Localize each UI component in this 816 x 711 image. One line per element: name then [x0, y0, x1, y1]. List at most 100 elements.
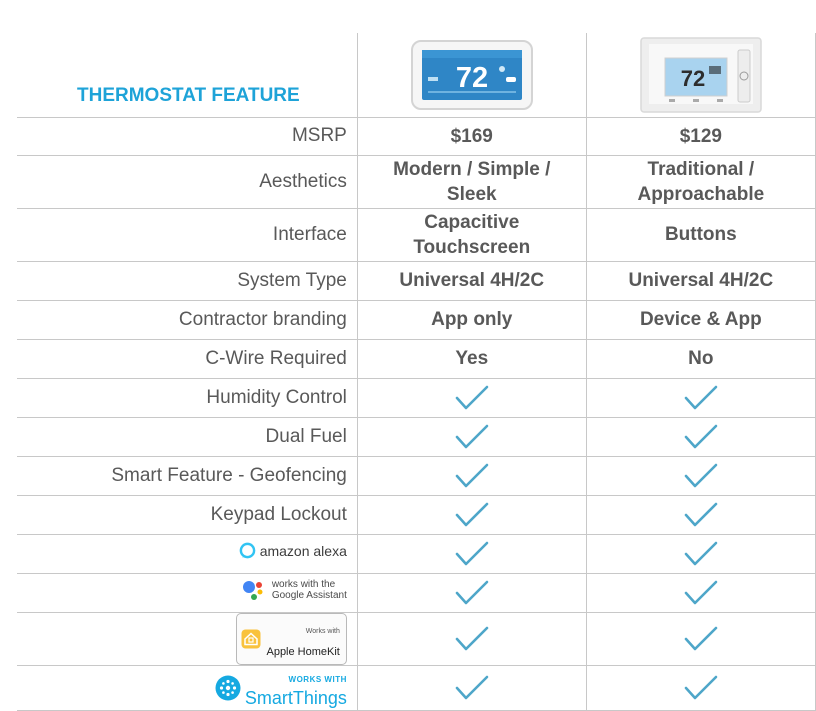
check-icon [455, 385, 489, 409]
product-b-value: $129 [585, 117, 816, 156]
homekit-badge: Works with Apple HomeKit [236, 612, 347, 665]
product-a-value [356, 665, 587, 711]
check-icon [684, 385, 718, 409]
google-line2: Google Assistant [271, 589, 347, 601]
product-b-value: No [585, 339, 816, 379]
check-icon [684, 626, 718, 650]
header-row: THERMOSTAT FEATURE 72 72 [17, 33, 816, 118]
table-row: Interface Capacitive Touchscreen Buttons [17, 208, 816, 262]
row-label: MSRP [17, 117, 358, 156]
product-b-value [585, 573, 816, 613]
check-icon [684, 424, 718, 448]
feature-column-header: THERMOSTAT FEATURE [17, 33, 358, 118]
value-line: Touchscreen [413, 236, 531, 258]
row-label: Dual Fuel [17, 417, 358, 457]
product-a-value: Universal 4H/2C [356, 261, 587, 301]
check-icon [684, 675, 718, 699]
product-a-value: Capacitive Touchscreen [356, 208, 587, 262]
check-icon [684, 502, 718, 526]
alexa-ring-icon [239, 542, 256, 559]
check-icon [455, 626, 489, 650]
product-a-value [356, 495, 587, 535]
homekit-small-text: Works with [305, 627, 340, 635]
product-b-value: Traditional / Approachable [585, 155, 816, 209]
table-row: Dual Fuel [17, 417, 816, 457]
product-b-image-cell: 72 [585, 33, 816, 118]
check-icon [684, 463, 718, 487]
table-row: MSRP $169 $129 [17, 117, 816, 156]
product-a-image-cell: 72 [356, 33, 587, 118]
smartthings-small-text: WORKS WITH [288, 674, 347, 684]
value-line: Capacitive [424, 211, 520, 233]
google-line1: works with the [271, 578, 336, 590]
google-assistant-label: works with the Google Assistant [272, 579, 347, 601]
product-b-display-temp: 72 [681, 66, 705, 91]
table-row: Humidity Control [17, 378, 816, 418]
table-row: Keypad Lockout [17, 495, 816, 535]
product-b-value: Device & App [585, 300, 816, 340]
homekit-text: Works with Apple HomeKit [266, 617, 339, 661]
check-icon [455, 463, 489, 487]
google-assistant-logo-cell: works with the Google Assistant [17, 573, 358, 613]
check-icon [455, 424, 489, 448]
alexa-label: amazon alexa [259, 542, 347, 559]
product-a-value [356, 417, 587, 457]
table-row: Contractor branding App only Device & Ap… [17, 300, 816, 340]
value-line: Approachable [637, 183, 765, 205]
check-icon [455, 541, 489, 565]
table-row: works with the Google Assistant [17, 573, 816, 613]
table-row: Smart Feature - Geofencing [17, 456, 816, 496]
product-a-value: App only [356, 300, 587, 340]
product-a-value [356, 573, 587, 613]
product-a-value: Yes [356, 339, 587, 379]
google-assistant-dots-icon [242, 580, 263, 600]
check-icon [455, 580, 489, 604]
value-line: Traditional / [647, 158, 755, 180]
product-a-value [356, 378, 587, 418]
product-a-value [356, 612, 587, 666]
row-label: Smart Feature - Geofencing [17, 456, 358, 496]
product-b-value: Universal 4H/2C [585, 261, 816, 301]
value-line: Sleek [446, 183, 497, 205]
row-label: Aesthetics [17, 155, 358, 209]
product-b-value [585, 495, 816, 535]
row-label: Interface [17, 208, 358, 262]
product-a-display-temp: 72 [456, 62, 488, 94]
row-label: C-Wire Required [17, 339, 358, 379]
smartthings-hub-icon [215, 675, 241, 700]
product-b-value [585, 612, 816, 666]
row-label: System Type [17, 261, 358, 301]
table-row: WORKS WITH SmartThings [17, 665, 816, 711]
smartthings-big-text: SmartThings [244, 687, 347, 708]
value-line: Modern / Simple / [393, 158, 551, 180]
product-b-value: Buttons [585, 208, 816, 262]
check-icon [684, 580, 718, 604]
alexa-logo-cell: amazon alexa [17, 534, 358, 574]
smartthings-text: WORKS WITH SmartThings [245, 666, 347, 710]
touchscreen-thermostat-image: 72 [410, 39, 533, 110]
product-a-value [356, 534, 587, 574]
product-b-value [585, 417, 816, 457]
feature-title: THERMOSTAT FEATURE [77, 84, 300, 106]
product-a-value: $169 [356, 117, 587, 156]
row-label: Contractor branding [17, 300, 358, 340]
product-b-value [585, 665, 816, 711]
table-row: System Type Universal 4H/2C Universal 4H… [17, 261, 816, 301]
check-icon [455, 502, 489, 526]
homekit-logo-cell: Works with Apple HomeKit [17, 612, 358, 666]
table-row: Aesthetics Modern / Simple / Sleek Tradi… [17, 155, 816, 209]
comparison-table: THERMOSTAT FEATURE 72 72 [17, 33, 816, 711]
product-a-value: Modern / Simple / Sleek [356, 155, 587, 209]
product-a-value [356, 456, 587, 496]
button-thermostat-image: 72 [640, 37, 762, 113]
check-icon [455, 675, 489, 699]
product-b-value [585, 534, 816, 574]
row-label: Humidity Control [17, 378, 358, 418]
smartthings-logo-cell: WORKS WITH SmartThings [17, 665, 358, 711]
product-b-value [585, 456, 816, 496]
product-b-value [585, 378, 816, 418]
homekit-house-icon [241, 629, 261, 648]
table-row: Works with Apple HomeKit [17, 612, 816, 666]
table-row: C-Wire Required Yes No [17, 339, 816, 379]
